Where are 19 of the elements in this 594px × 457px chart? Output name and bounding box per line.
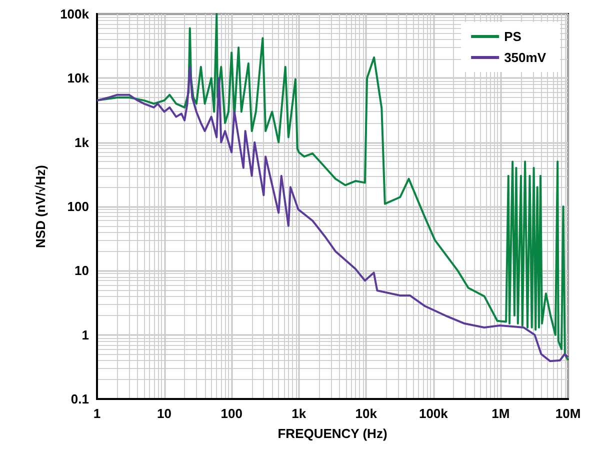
legend-label: 350mV (504, 50, 546, 65)
y-tick-label: 10 (74, 263, 89, 278)
y-tick-label: 1k (74, 134, 90, 150)
y-axis-title: NSD (nV/√Hz) (33, 165, 48, 248)
x-tick-label: 10M (555, 406, 581, 421)
x-tick-label: 10 (157, 406, 172, 421)
x-tick-label: 1k (292, 406, 307, 421)
y-tick-label: 100k (60, 6, 90, 22)
x-tick-label: 1 (93, 406, 101, 421)
x-tick-label: 1M (492, 406, 510, 421)
legend-label: PS (504, 29, 522, 44)
x-tick-label: 100k (418, 406, 449, 421)
x-axis-title: FREQUENCY (Hz) (278, 426, 388, 441)
x-tick-label: 100 (220, 406, 242, 421)
y-tick-label: 0.1 (70, 392, 89, 406)
y-tick-label: 10k (67, 70, 90, 86)
y-tick-label: 1 (82, 327, 89, 342)
y-tick-label: 100 (67, 199, 89, 214)
x-tick-label: 10k (355, 406, 378, 421)
